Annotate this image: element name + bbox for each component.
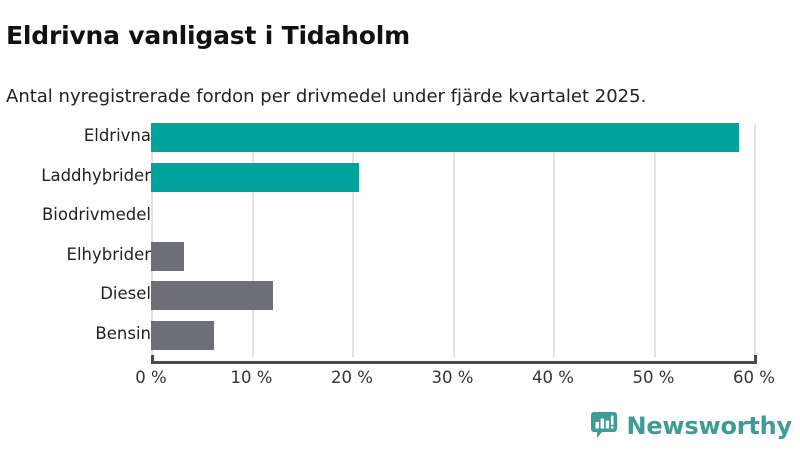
x-axis-line [151, 361, 757, 364]
newsworthy-logo[interactable]: Newsworthy [591, 412, 792, 439]
bar [151, 320, 215, 350]
gridline-0 [151, 124, 153, 357]
bar-chart-speech-bubble-icon [591, 412, 618, 439]
newsworthy-logo-text: Newsworthy [626, 411, 792, 440]
bar-category-label: Diesel [100, 284, 151, 303]
x-axis-tick-label: 10 % [230, 368, 273, 387]
bar-row: Bensin [0, 316, 800, 354]
bar-row: Laddhybrider [0, 158, 800, 196]
bar-category-label: Eldrivna [83, 126, 151, 145]
bar-category-label: Biodrivmedel [41, 205, 151, 224]
bar-category-label: Elhybrider [66, 244, 151, 264]
x-axis-cap-right [754, 355, 757, 364]
chart-subtitle: Antal nyregistrerade fordon per drivmede… [6, 86, 647, 107]
gridline-40 [553, 124, 555, 357]
bar-category-label: Laddhybrider [41, 165, 151, 185]
bar-row: Elhybrider [0, 237, 800, 275]
chart-bars: Eldrivna Laddhybrider Biodrivmedel Elhybrid… [0, 118, 800, 363]
x-axis-cap-left [151, 355, 154, 364]
chart-gridlines [0, 124, 800, 357]
bar [151, 281, 273, 310]
chart-plot-area: Eldrivna Laddhybrider Biodrivmedel Elhybrid… [0, 118, 800, 363]
x-axis-tick-label: 60 % [733, 368, 775, 387]
gridline-60 [754, 124, 756, 357]
gridline-20 [352, 124, 354, 357]
gridline-50 [653, 124, 656, 357]
page-title: Eldrivna vanligast i Tidaholm [6, 20, 410, 50]
bar [151, 123, 739, 152]
chart-footer: Newsworthy [0, 410, 800, 450]
x-axis-tick-label: 30 % [431, 368, 474, 387]
bar [151, 162, 360, 192]
x-axis-tick-label: 0 % [135, 368, 167, 387]
bar [151, 241, 185, 271]
gridline-10 [251, 124, 254, 357]
x-axis-tick-label: 40 % [532, 368, 574, 387]
x-axis-tick-label: 20 % [331, 368, 373, 387]
gridline-30 [452, 124, 455, 357]
bar-row: Diesel [0, 276, 800, 314]
x-axis-tick-label: 50 % [632, 368, 675, 387]
bar-category-label: Bensin [95, 323, 151, 343]
bar-row: Eldrivna [0, 118, 800, 156]
x-axis-tick-labels: 0 % 10 % 20 % 30 % 40 % 50 % 60 % [0, 368, 800, 394]
bar-row: Biodrivmedel [0, 197, 800, 235]
